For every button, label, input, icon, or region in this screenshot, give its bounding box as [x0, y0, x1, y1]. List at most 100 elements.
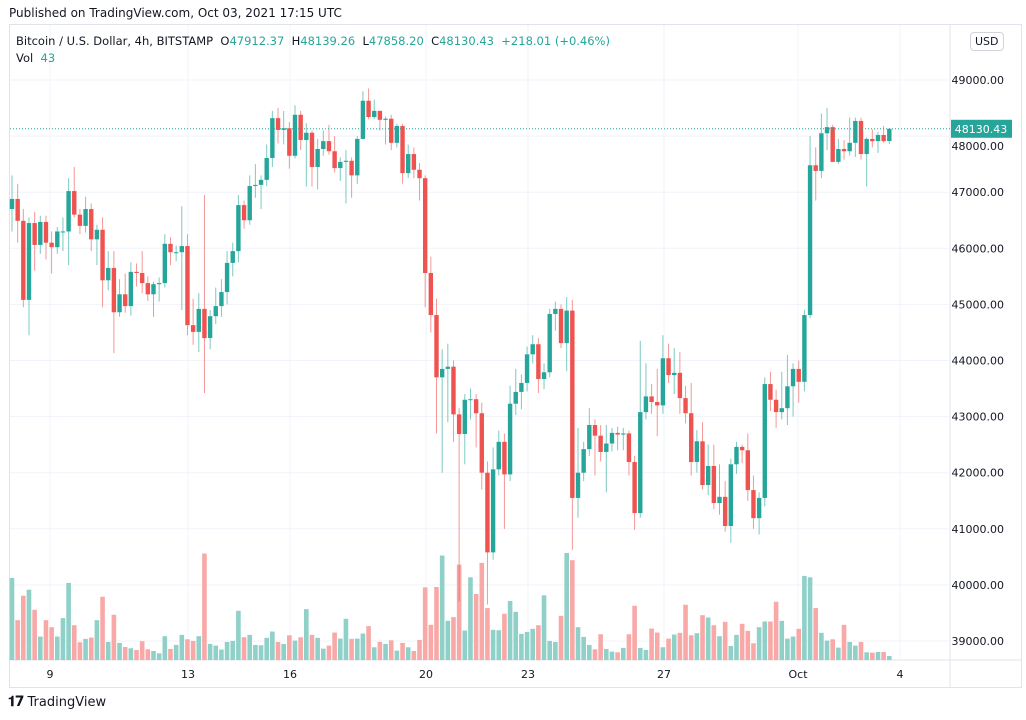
candle-body	[700, 441, 705, 486]
volume-bar	[779, 620, 785, 660]
volume-bar	[38, 636, 43, 660]
candle-body	[819, 133, 824, 171]
candle-body	[870, 138, 875, 142]
volume-bar	[202, 553, 207, 660]
volume-bar	[496, 630, 502, 660]
time-tick-label: 4	[897, 668, 904, 681]
volume-value: 43	[40, 51, 56, 65]
candle-body	[881, 134, 886, 142]
candle-body	[315, 149, 320, 167]
volume-bar	[564, 553, 569, 660]
volume-bar	[598, 634, 603, 660]
volume-bar	[66, 582, 71, 660]
volume-bar	[485, 608, 490, 660]
volume-bar	[196, 636, 202, 660]
candle-body	[813, 165, 818, 171]
volume-bar	[185, 639, 190, 660]
candle-body	[49, 242, 54, 248]
candle-body	[43, 221, 49, 243]
volume-bar	[853, 645, 858, 660]
candle-body	[626, 433, 632, 463]
volume-bar	[796, 628, 802, 660]
currency-button[interactable]: USD	[970, 32, 1004, 51]
volume-bar	[756, 627, 762, 660]
volume-bar	[439, 555, 445, 660]
low-label: L	[362, 34, 369, 48]
candle-body	[321, 141, 326, 150]
volume-bar	[32, 609, 37, 660]
time-tick-label: 20	[419, 668, 433, 681]
candle-body	[524, 354, 530, 383]
candle-body	[411, 154, 417, 170]
candle-body	[824, 127, 830, 134]
volume-bar	[604, 648, 609, 660]
candle-body	[677, 372, 683, 399]
candle-body	[185, 246, 190, 326]
candle-body	[841, 149, 847, 152]
candle-body	[530, 344, 535, 355]
volume-bar	[43, 620, 49, 660]
candle-body	[507, 403, 513, 475]
volume-bar	[405, 647, 411, 660]
volume-bar	[711, 625, 717, 660]
candle-body	[802, 315, 807, 382]
volume-bar	[802, 575, 807, 660]
volume-bar	[864, 652, 869, 660]
candle-body	[621, 433, 626, 435]
volume-bar	[411, 650, 417, 660]
volume-bar	[315, 637, 320, 660]
volume-bar	[841, 624, 847, 660]
candle-body	[643, 396, 649, 413]
price-tick-label: 44000.00	[952, 355, 1005, 368]
candle-body	[728, 464, 734, 526]
candle-body	[768, 384, 773, 400]
candle-body	[139, 272, 145, 284]
volume-bar	[887, 656, 892, 660]
volume-bar	[773, 601, 779, 660]
chart-frame	[9, 24, 1022, 688]
candle-body	[615, 432, 620, 435]
volume-bar	[660, 647, 666, 660]
candle-body	[762, 384, 767, 498]
volume-bar	[83, 638, 88, 660]
candle-body	[151, 284, 156, 295]
symbol-title[interactable]: Bitcoin / U.S. Dollar, 4h, BITSTAMP	[16, 34, 214, 48]
candle-body	[202, 308, 207, 339]
footer-brand: 𝟏𝟳 TradingView	[8, 694, 106, 710]
candle-body	[134, 271, 139, 273]
volume-bar	[575, 627, 581, 660]
volume-bar	[683, 604, 688, 660]
volume-bar	[145, 649, 151, 660]
candle-body	[298, 114, 303, 141]
last-price-badge	[951, 119, 1012, 138]
candle-body	[83, 209, 88, 226]
volume-bar	[502, 613, 507, 660]
volume-bar	[745, 630, 751, 660]
candle-body	[72, 191, 77, 215]
volume-bar	[117, 642, 122, 660]
volume-bar	[858, 641, 864, 660]
candle-body	[349, 160, 354, 176]
candle-body	[304, 132, 309, 141]
volume-bar	[354, 638, 360, 660]
volume-bar	[326, 645, 332, 660]
volume-bar	[728, 645, 734, 660]
candle-body	[790, 368, 796, 387]
candle-body	[672, 372, 677, 376]
candle-body	[275, 118, 281, 130]
candle-body	[21, 220, 26, 300]
candle-body	[145, 283, 151, 295]
volume-bar	[479, 562, 485, 660]
volume-bar	[445, 620, 451, 660]
price-tick-label: 47000.00	[952, 186, 1005, 199]
time-tick-label: 13	[181, 668, 195, 681]
volume-bar	[343, 618, 349, 660]
volume-bar	[337, 638, 343, 660]
volume-bar	[592, 649, 598, 660]
candle-body	[207, 316, 213, 339]
candle-body	[490, 469, 496, 553]
volume-bar	[620, 647, 626, 660]
brand-name[interactable]: TradingView	[27, 694, 107, 710]
candle-body	[190, 325, 196, 332]
